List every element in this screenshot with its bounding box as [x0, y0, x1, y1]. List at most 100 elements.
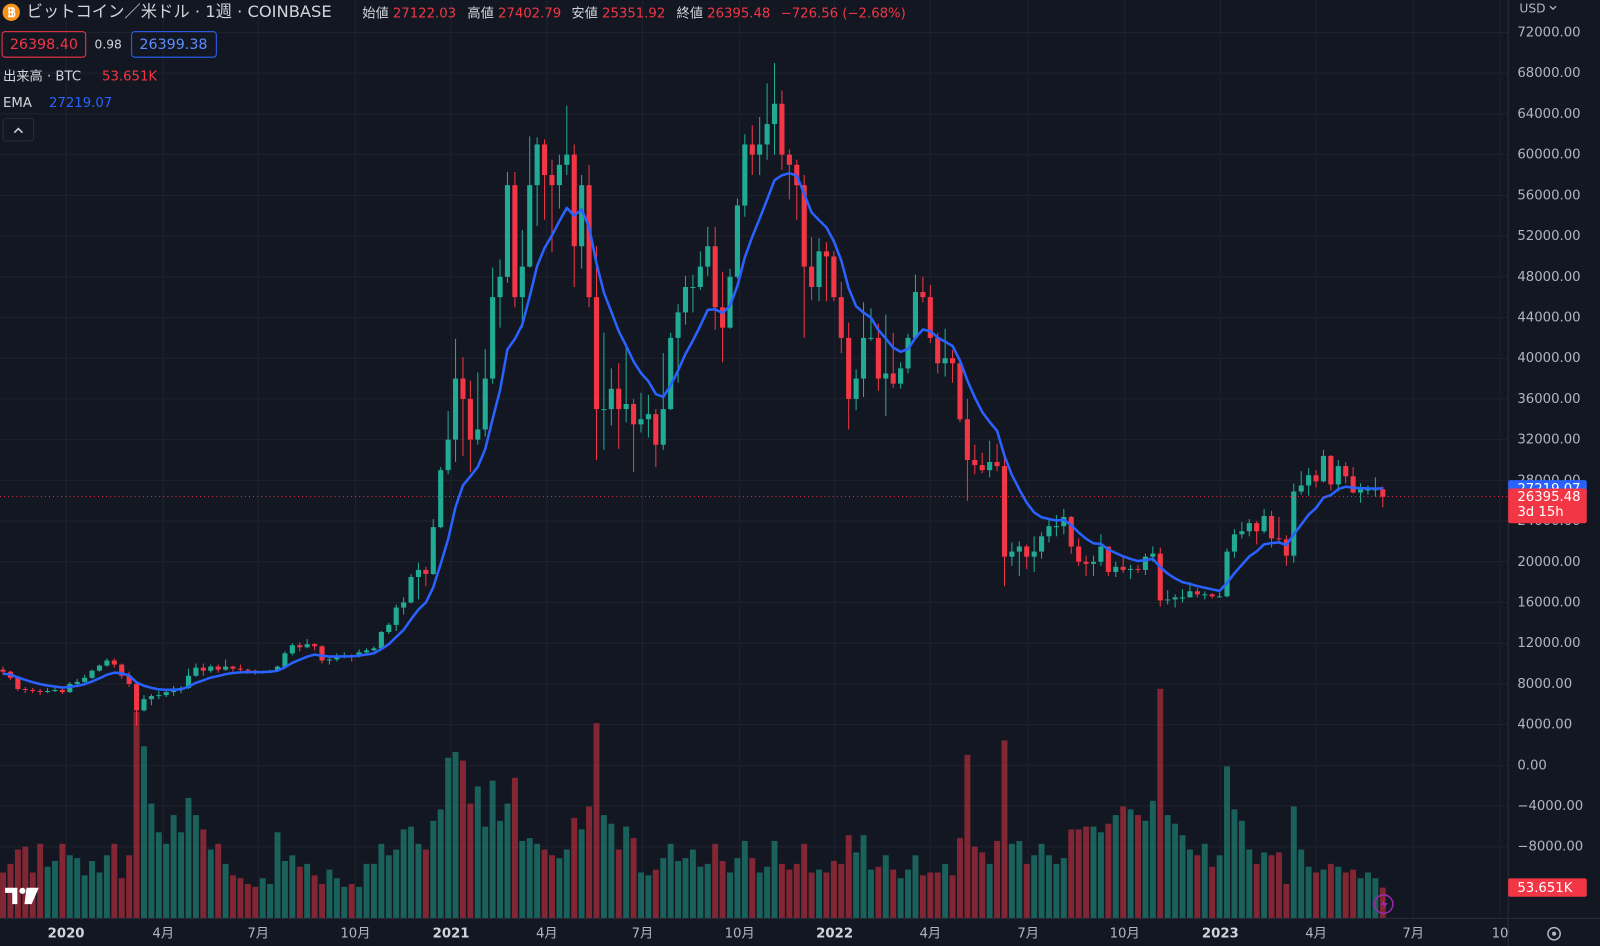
volume-bar — [1224, 766, 1230, 919]
volume-bar — [741, 840, 748, 919]
candle-body — [1343, 466, 1349, 477]
y-tick-label: 68000.00 — [1517, 66, 1580, 81]
volume-bar — [534, 843, 541, 919]
volume-bar — [415, 843, 422, 919]
candle-body — [490, 297, 496, 379]
change: −726.56 (−2.68%) — [781, 6, 906, 21]
candle-body — [705, 246, 711, 267]
candle-body — [720, 307, 726, 328]
volume-bar — [311, 875, 318, 919]
alert-icon[interactable] — [1373, 894, 1394, 915]
candle-body — [200, 667, 206, 671]
volume-bar — [660, 858, 667, 919]
candle-body — [134, 683, 140, 711]
candle-body — [1320, 455, 1327, 482]
currency[interactable]: USD — [1519, 2, 1545, 16]
volume-bar — [44, 866, 51, 919]
candle-body — [682, 286, 689, 313]
candle-body — [401, 602, 407, 608]
volume-bar — [141, 746, 147, 919]
candle-body — [467, 398, 473, 440]
volume-bar — [1172, 823, 1179, 919]
candle-body — [1254, 523, 1260, 532]
volume-bar — [1335, 866, 1342, 919]
volume-bar — [986, 863, 993, 919]
candle-body — [1246, 523, 1252, 532]
symbol-title[interactable]: ビットコイン／米ドル · 1週 · COINBASE — [27, 2, 332, 21]
candle-body — [274, 666, 281, 671]
candle-body — [816, 251, 822, 287]
candle-body — [1098, 546, 1104, 562]
sell-button[interactable] — [1, 31, 87, 58]
volume-bar — [1194, 855, 1201, 919]
volume-bar — [689, 849, 696, 919]
volume-bar — [971, 846, 978, 919]
y-tick-label: 32000.00 — [1517, 433, 1580, 448]
candle-body — [586, 185, 592, 298]
candle-body — [44, 691, 51, 693]
candle-body — [920, 292, 926, 298]
candle-body — [1090, 561, 1097, 564]
candle-body — [512, 185, 518, 298]
settings-icon[interactable] — [1547, 926, 1561, 941]
volume-bar — [1209, 866, 1216, 919]
volume-bar — [615, 849, 622, 919]
candles — [0, 63, 1386, 726]
volume-bar — [867, 869, 874, 919]
volume-bar — [1112, 815, 1119, 919]
volume-bar — [363, 863, 370, 919]
volume-bar — [1298, 849, 1305, 919]
candle-body — [1157, 553, 1163, 601]
candle-body — [927, 297, 933, 338]
volume-bar — [771, 840, 778, 919]
volume-bar — [1261, 852, 1268, 919]
volume-bar — [111, 843, 118, 919]
candle-body — [883, 373, 889, 379]
buy-button[interactable] — [131, 31, 217, 58]
volume-bar — [1031, 855, 1038, 919]
volume-bar — [126, 855, 133, 919]
candle-body — [1039, 536, 1045, 552]
y-tick-label: 40000.00 — [1517, 351, 1580, 366]
candle-body — [875, 337, 881, 379]
candle-body — [1001, 466, 1008, 557]
candle-body — [430, 527, 436, 574]
volume-bar — [148, 803, 155, 919]
volume-bar — [964, 754, 971, 919]
volume-bar — [712, 843, 719, 919]
candle-body — [74, 681, 80, 684]
volume-bar — [489, 780, 496, 919]
volume-bar — [652, 869, 659, 919]
candle-body — [987, 462, 993, 471]
candle-body — [148, 696, 154, 700]
candle-body — [890, 373, 896, 384]
volume-bar — [1135, 815, 1141, 919]
volume-bar — [875, 866, 882, 919]
volume-bar — [1157, 688, 1164, 919]
candle-body — [1209, 594, 1215, 597]
volume-bar — [1342, 872, 1349, 919]
price-axis-bg — [1508, 0, 1600, 946]
ema-legend-name: EMA — [3, 96, 32, 111]
volume-bar — [215, 843, 222, 919]
volume-bar — [1216, 855, 1223, 919]
candle-body — [749, 144, 755, 155]
volume-bar — [237, 878, 244, 919]
volume-bar — [1179, 835, 1186, 919]
volume-bar — [1038, 843, 1045, 919]
volume-bar — [1313, 872, 1319, 919]
volume-bar — [1246, 849, 1253, 919]
volume-bar — [178, 832, 185, 919]
candle-body — [823, 251, 829, 257]
volume-bar — [578, 829, 585, 919]
candle-body — [1068, 516, 1074, 547]
collapse-icon — [13, 127, 23, 134]
high-value: 27402.79 — [498, 6, 561, 21]
x-tick-label: 10月 — [725, 927, 755, 942]
candle-body — [1298, 485, 1304, 492]
volume-bar — [727, 872, 733, 919]
x-tick-label: 4月 — [919, 927, 941, 942]
candle-body — [601, 409, 607, 411]
volume-bar — [1253, 863, 1260, 919]
y-tick-label: 72000.00 — [1517, 26, 1580, 41]
